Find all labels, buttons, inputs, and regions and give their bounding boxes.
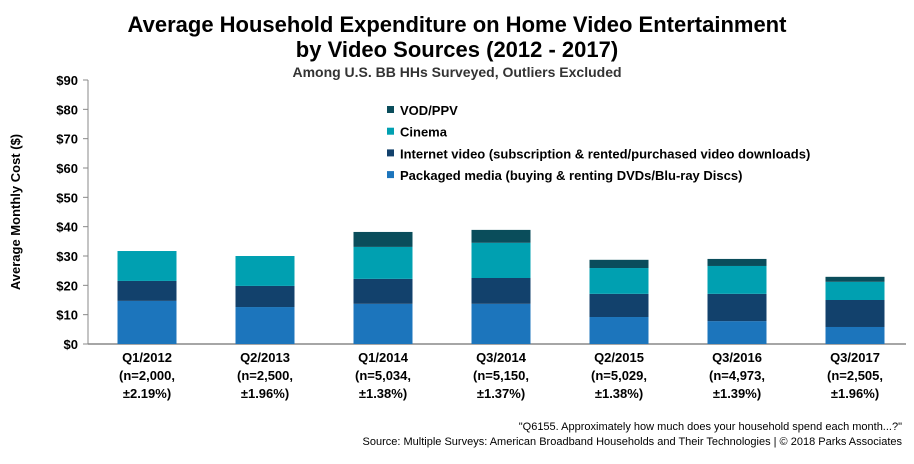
y-tick-label: $30 <box>56 249 78 264</box>
y-tick-label: $80 <box>56 102 78 117</box>
y-tick-label: $0 <box>64 337 78 352</box>
x-tick-label: Q3/2016 <box>712 350 762 365</box>
bar-segment <box>589 268 649 294</box>
source-note: Source: Multiple Surveys: American Broad… <box>362 436 902 448</box>
bar-segment <box>117 251 177 281</box>
bar-segment <box>707 293 767 322</box>
x-tick-label: Q2/2013 <box>240 350 290 365</box>
bar-segment <box>825 300 885 327</box>
x-tick-label: ±1.96%) <box>241 386 289 401</box>
bar-segment <box>589 317 649 344</box>
chart-title: Average Household Expenditure on Home Vi… <box>0 12 914 62</box>
x-tick-label: ±1.39%) <box>713 386 761 401</box>
x-tick-label: Q1/2014 <box>358 350 409 365</box>
bar-segment <box>471 278 531 304</box>
bar-segment <box>353 231 413 247</box>
bar-segment <box>353 303 413 344</box>
bar-segment <box>589 259 649 269</box>
footnote: "Q6155. Approximately how much does your… <box>518 421 902 433</box>
x-tick-label: (n=5,029, <box>591 368 647 383</box>
x-tick-label: ±1.37%) <box>477 386 525 401</box>
x-tick-label: ±1.38%) <box>595 386 643 401</box>
x-tick-label: ±1.96%) <box>831 386 879 401</box>
x-tick-label: Q2/2015 <box>594 350 644 365</box>
bar-segment <box>117 280 177 301</box>
bar-segment <box>589 293 649 318</box>
x-tick-label: Q3/2017 <box>830 350 880 365</box>
x-tick-label: (n=2,500, <box>237 368 293 383</box>
x-tick-label: (n=4,973, <box>709 368 765 383</box>
bar-segment <box>235 285 295 308</box>
x-tick-label: ±2.19%) <box>123 386 171 401</box>
x-tick-label: (n=2,505, <box>827 368 883 383</box>
legend-swatch <box>387 171 394 179</box>
bar-segment <box>117 300 177 344</box>
y-tick-label: $60 <box>56 161 78 176</box>
title-line-2: by Video Sources (2012 - 2017) <box>295 37 619 62</box>
y-tick-label: $10 <box>56 308 78 323</box>
x-tick-label: (n=5,150, <box>473 368 529 383</box>
bar-segment <box>471 229 531 243</box>
bar-segment <box>471 303 531 344</box>
x-tick-label: (n=2,000, <box>119 368 175 383</box>
chart-subtitle: Among U.S. BB HHs Surveyed, Outliers Exc… <box>292 64 622 80</box>
bar-segment <box>825 276 885 282</box>
bar-segment <box>353 246 413 279</box>
legend-swatch <box>387 127 394 135</box>
bar-segment <box>471 242 531 278</box>
x-tick-label: (n=5,034, <box>355 368 411 383</box>
y-axis-label: Average Monthly Cost ($) <box>8 134 23 290</box>
x-tick-label: Q1/2012 <box>122 350 172 365</box>
y-tick-label: $90 <box>56 73 78 88</box>
title-line-1: Average Household Expenditure on Home Vi… <box>127 12 787 37</box>
legend-label: Packaged media (buying & renting DVDs/Bl… <box>400 168 742 183</box>
legend-label: VOD/PPV <box>400 103 458 118</box>
y-tick-label: $40 <box>56 220 78 235</box>
legend-swatch <box>387 149 394 157</box>
bar-segment <box>353 278 413 304</box>
bar-segment <box>825 281 885 300</box>
bar-segment <box>707 265 767 294</box>
bar-segment <box>825 326 885 344</box>
bar-segment <box>235 256 295 286</box>
legend-label: Internet video (subscription & rented/pu… <box>400 146 810 161</box>
x-tick-label: Q3/2014 <box>476 350 527 365</box>
bar-segment <box>235 307 295 344</box>
x-tick-label: ±1.38%) <box>359 386 407 401</box>
legend-swatch <box>387 106 394 113</box>
legend-label: Cinema <box>400 125 448 140</box>
y-tick-label: $20 <box>56 278 78 293</box>
bar-segment <box>707 258 767 266</box>
bar-segment <box>707 321 767 344</box>
y-tick-label: $50 <box>56 190 78 205</box>
y-tick-label: $70 <box>56 132 78 147</box>
